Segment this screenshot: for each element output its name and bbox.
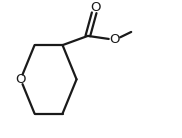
Text: O: O [110,33,120,46]
Text: O: O [15,73,26,86]
Text: O: O [90,1,100,14]
